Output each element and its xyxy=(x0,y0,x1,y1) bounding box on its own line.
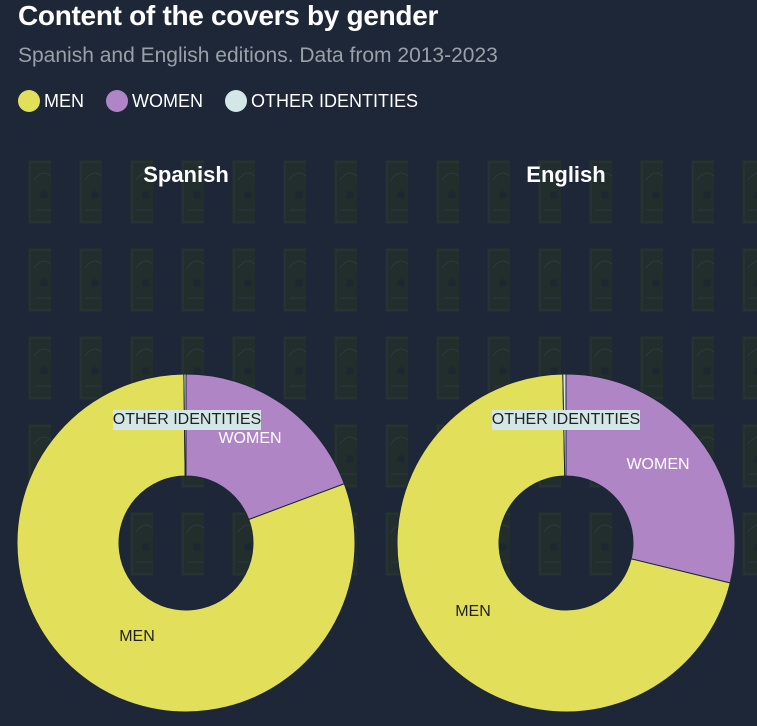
legend-item-men: MEN xyxy=(18,90,84,112)
legend-label-men: MEN xyxy=(44,90,84,111)
chart-title-spanish: Spanish xyxy=(143,162,229,187)
slice-english-women[interactable] xyxy=(565,373,736,584)
legend-swatch-men xyxy=(18,90,40,112)
legend-label-other: OTHER IDENTITIES xyxy=(251,90,419,111)
legend-swatch-other xyxy=(225,90,247,112)
slice-english-men[interactable] xyxy=(396,373,731,713)
slice-label-spanish-other-identities: OTHER IDENTITIES xyxy=(113,411,261,428)
slice-label-spanish-men: MEN xyxy=(119,628,155,645)
legend: MEN WOMEN OTHER IDENTITIES xyxy=(18,90,418,112)
chart-title-english: English xyxy=(526,162,605,187)
legend-item-women: WOMEN xyxy=(106,90,203,112)
legend-label-women: WOMEN xyxy=(132,90,203,111)
slice-label-english-men: MEN xyxy=(455,603,491,620)
slice-label-english-women: WOMEN xyxy=(626,456,689,473)
slice-spanish-men[interactable] xyxy=(16,373,356,713)
page-title: Content of the covers by gender xyxy=(18,0,439,31)
label-bg-english-other xyxy=(492,410,640,430)
slice-label-spanish-women: WOMEN xyxy=(218,430,281,447)
label-bg-spanish-other xyxy=(113,410,261,430)
legend-swatch-women xyxy=(106,90,128,112)
page-subtitle: Spanish and English editions. Data from … xyxy=(18,44,498,67)
slice-label-english-other-identities: OTHER IDENTITIES xyxy=(492,411,640,428)
legend-item-other: OTHER IDENTITIES xyxy=(225,90,418,112)
